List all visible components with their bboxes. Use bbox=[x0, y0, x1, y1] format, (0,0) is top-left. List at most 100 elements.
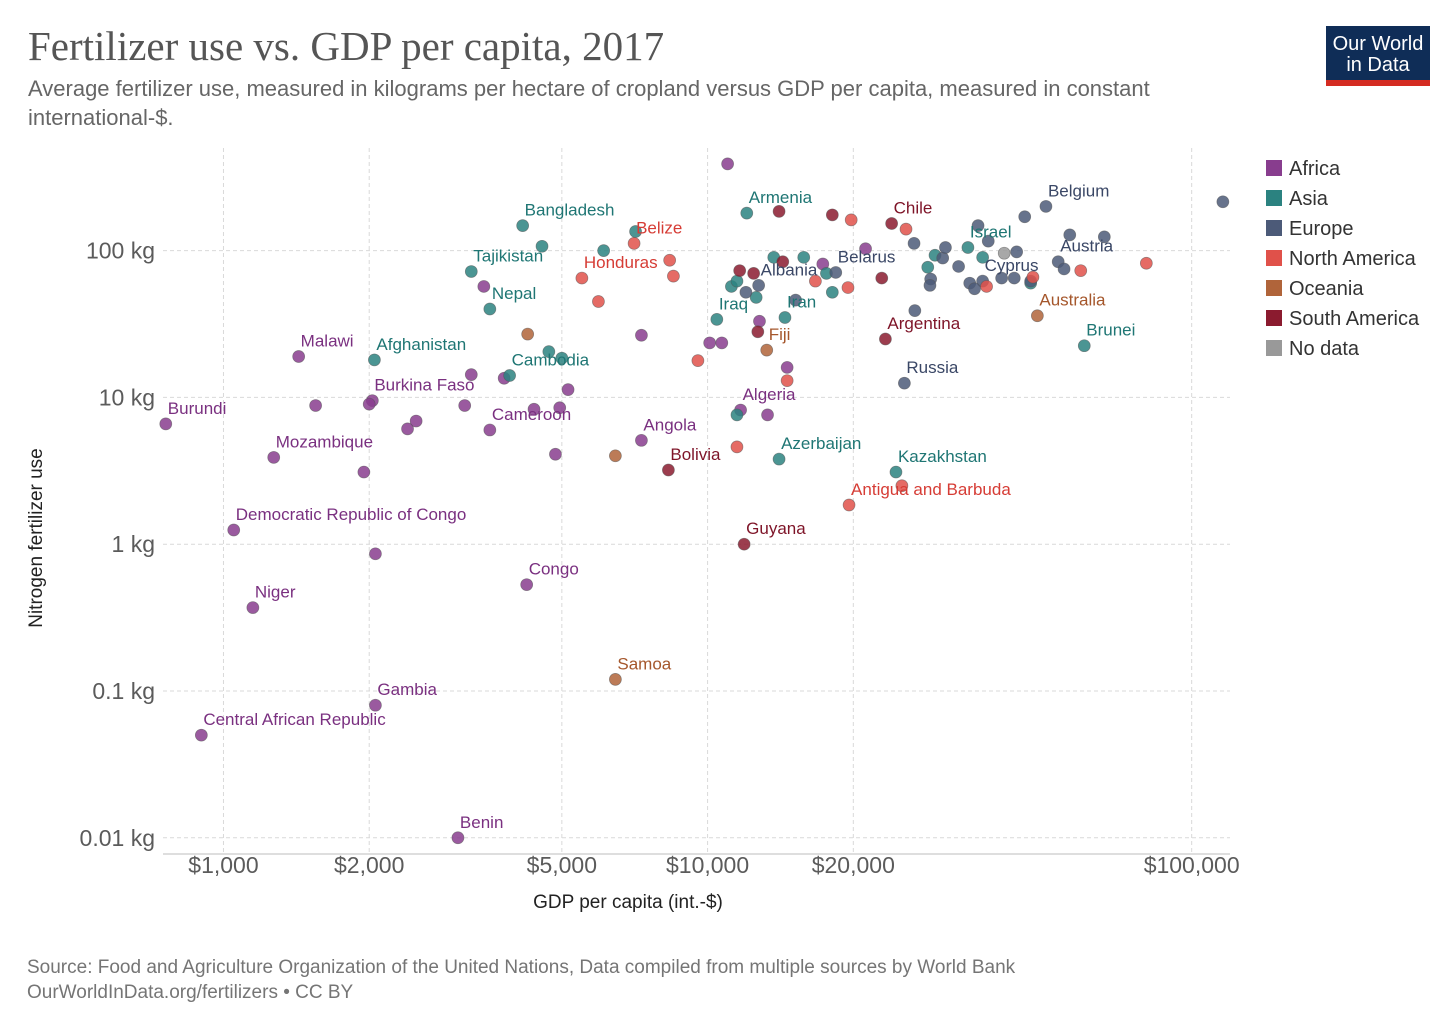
data-point bbox=[483, 302, 497, 316]
logo-line1: Our World bbox=[1333, 33, 1424, 55]
data-point bbox=[753, 314, 766, 328]
y-tick-label: 100 kg bbox=[86, 238, 155, 264]
data-point bbox=[1097, 230, 1111, 244]
data-point-label: Argentina bbox=[887, 314, 960, 333]
data-point bbox=[751, 325, 765, 339]
data-point bbox=[752, 278, 766, 292]
data-point bbox=[691, 354, 705, 367]
data-point bbox=[710, 313, 724, 326]
data-point bbox=[730, 440, 744, 454]
legend-label: No data bbox=[1289, 338, 1360, 360]
data-point bbox=[747, 266, 760, 280]
data-point bbox=[592, 295, 605, 308]
data-point bbox=[477, 280, 491, 293]
data-point bbox=[451, 831, 465, 845]
data-point bbox=[555, 351, 569, 365]
y-axis-label: Nitrogen fertilizer use bbox=[26, 448, 47, 628]
owid-logo[interactable]: Our World in Data bbox=[1326, 26, 1430, 86]
data-point bbox=[483, 423, 497, 437]
data-point-label: Armenia bbox=[749, 188, 813, 207]
data-point bbox=[627, 237, 641, 250]
data-point bbox=[520, 578, 534, 592]
data-point-label: Mozambique bbox=[276, 432, 373, 451]
data-point bbox=[971, 219, 985, 232]
data-point bbox=[976, 250, 989, 264]
chart-subtitle: Average fertilizer use, measured in kilo… bbox=[28, 76, 1150, 130]
data-point bbox=[761, 408, 774, 422]
data-point-label: Niger bbox=[255, 583, 296, 602]
data-point-label: Central African Republic bbox=[203, 710, 386, 729]
legend-swatch bbox=[1266, 340, 1282, 356]
x-tick-label: $20,000 bbox=[812, 852, 895, 878]
data-point-label: Israel bbox=[970, 222, 1012, 241]
data-point-label: Russia bbox=[906, 358, 959, 377]
footer: Source: Food and Agriculture Organizatio… bbox=[27, 955, 1015, 1005]
data-point bbox=[635, 433, 648, 447]
data-point bbox=[797, 250, 811, 264]
data-point bbox=[1039, 200, 1053, 213]
data-point bbox=[1018, 210, 1032, 224]
data-point-label: Iraq bbox=[719, 294, 748, 313]
data-point bbox=[667, 269, 680, 283]
scatter-chart: $1,000 $2,000 $5,000 $10,000 $20,000 $100,000… bbox=[26, 148, 1420, 913]
data-point bbox=[597, 244, 611, 257]
data-point bbox=[1010, 245, 1024, 259]
data-point-label: Bolivia bbox=[670, 445, 721, 464]
x-axis-label: GDP per capita (int.-$) bbox=[533, 892, 723, 913]
data-point-labels: Burundi Central African Republic Democrati… bbox=[168, 181, 1136, 831]
data-points bbox=[159, 157, 1230, 845]
data-point-label: Congo bbox=[529, 560, 579, 579]
data-point bbox=[907, 237, 921, 250]
data-point bbox=[749, 291, 763, 304]
chart-legend: Africa Asia Europe North America Oceania Sout… bbox=[1266, 158, 1420, 360]
data-point bbox=[549, 447, 562, 461]
data-point bbox=[1031, 309, 1044, 323]
data-point bbox=[703, 336, 717, 350]
data-point bbox=[879, 332, 892, 346]
data-point bbox=[1216, 195, 1230, 209]
data-point bbox=[981, 234, 995, 248]
data-point bbox=[1074, 264, 1088, 278]
data-point bbox=[760, 343, 774, 357]
data-point bbox=[961, 241, 975, 254]
data-point-label: Bangladesh bbox=[525, 201, 615, 220]
data-point bbox=[553, 401, 567, 415]
data-point-label: Algeria bbox=[743, 385, 796, 404]
data-point-label: Cameroon bbox=[492, 405, 571, 424]
legend-label: North America bbox=[1289, 248, 1417, 270]
data-point-label: Tajikistan bbox=[473, 247, 543, 266]
data-point bbox=[825, 285, 839, 299]
data-point-label: Gambia bbox=[377, 680, 437, 699]
x-tick-label: $10,000 bbox=[666, 852, 749, 878]
credit-link[interactable]: OurWorldInData.org/fertilizers • CC BY bbox=[27, 982, 354, 1003]
data-point bbox=[809, 274, 822, 288]
legend-label: Oceania bbox=[1289, 278, 1364, 300]
data-point bbox=[968, 282, 981, 296]
data-point bbox=[635, 328, 648, 342]
data-point bbox=[841, 281, 855, 294]
chart-grid bbox=[163, 148, 1230, 855]
data-point-label: Chile bbox=[894, 198, 933, 217]
data-point bbox=[908, 304, 922, 317]
data-point bbox=[309, 399, 322, 412]
legend-label: Africa bbox=[1289, 158, 1341, 180]
data-point bbox=[1139, 256, 1153, 270]
data-point-label: Iran bbox=[787, 293, 816, 312]
data-point bbox=[401, 422, 414, 436]
data-point-label: Burkina Faso bbox=[374, 376, 474, 395]
data-point-label: Samoa bbox=[617, 654, 671, 673]
data-point bbox=[521, 327, 535, 341]
source-note: Source: Food and Agriculture Organizatio… bbox=[27, 957, 1016, 978]
x-tick-label: $100,000 bbox=[1144, 852, 1240, 878]
data-point bbox=[737, 537, 751, 551]
data-point bbox=[503, 369, 516, 382]
data-point-label: Burundi bbox=[168, 399, 227, 418]
y-tick-label: 0.01 kg bbox=[80, 825, 155, 851]
data-point bbox=[464, 368, 478, 381]
data-point bbox=[952, 260, 965, 273]
data-point-label: Azerbaijan bbox=[781, 434, 861, 453]
data-point-label: Australia bbox=[1039, 291, 1106, 310]
x-tick-label: $5,000 bbox=[527, 852, 597, 878]
data-point bbox=[772, 205, 786, 218]
legend-swatch bbox=[1266, 250, 1282, 266]
